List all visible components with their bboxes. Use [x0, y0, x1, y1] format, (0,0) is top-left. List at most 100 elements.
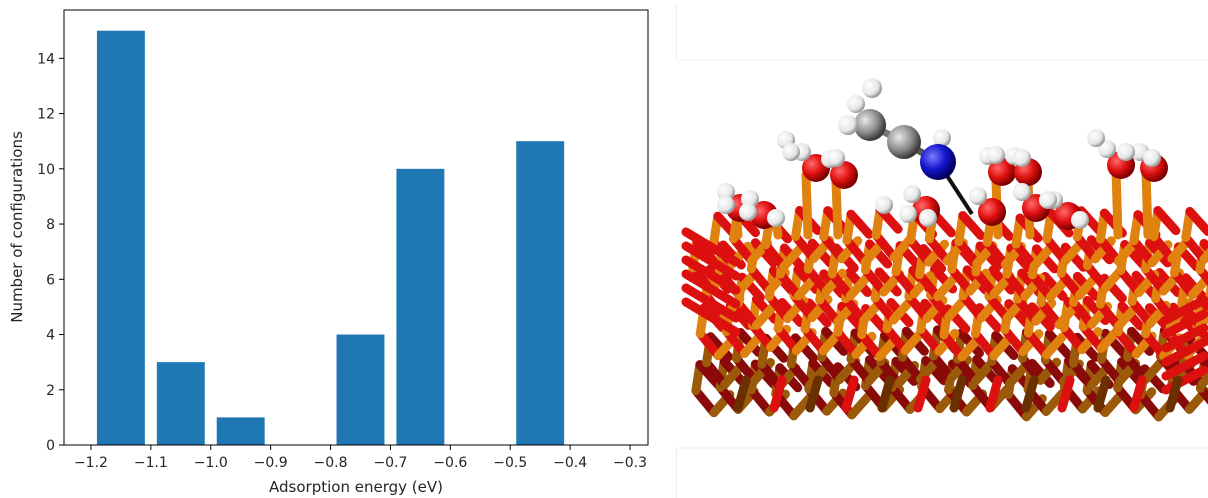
bond-stick [947, 264, 975, 296]
bar [516, 141, 565, 445]
bond-stick [721, 326, 749, 358]
bond-stick [1036, 298, 1064, 330]
bond-stick [1082, 261, 1110, 293]
hydrogen-atom [933, 129, 951, 147]
bond-stick [1136, 390, 1164, 422]
bond-stick [989, 333, 1015, 361]
bond-stick [1141, 167, 1153, 240]
nitrogen-atom [920, 144, 956, 180]
bond-stick [681, 241, 741, 281]
bond-stick [924, 234, 952, 266]
bond-stick [876, 357, 904, 389]
bond-stick [1149, 232, 1177, 264]
bar [156, 362, 205, 445]
bond-stick [773, 324, 801, 356]
bond-stick [971, 329, 999, 361]
bond-stick [929, 351, 957, 383]
bond-stick [952, 354, 980, 386]
hydrogen-atom [969, 187, 987, 205]
bond-stick [1040, 355, 1068, 387]
carbon-atom [854, 109, 886, 141]
bar [96, 30, 145, 446]
bond-stick [860, 239, 886, 267]
bond-stick [1127, 296, 1155, 328]
bond-stick [681, 269, 741, 309]
bond-stick [913, 375, 931, 413]
bond-stick [729, 234, 757, 266]
bar [336, 334, 385, 445]
bond-stick [933, 274, 959, 302]
bond-stick [833, 327, 861, 359]
bond-stick [857, 330, 885, 362]
bond-stick [1195, 383, 1208, 405]
bond-stick [985, 375, 1003, 413]
y-tick-label: 6 [46, 272, 55, 288]
hydrogen-atom [1039, 191, 1057, 209]
bond-stick [1041, 388, 1067, 416]
bond-stick [1011, 239, 1039, 271]
x-tick-label: −0.7 [373, 455, 407, 471]
bond-stick [800, 324, 828, 356]
bond-stick [786, 359, 814, 391]
bond-stick [1199, 357, 1208, 373]
bond-stick [695, 360, 723, 390]
bond-stick [791, 232, 819, 264]
bond-stick [1003, 390, 1031, 422]
y-tick-label: 2 [46, 383, 55, 399]
bond-stick [1072, 232, 1100, 264]
bond-stick [1181, 233, 1208, 265]
bond-stick [915, 356, 941, 384]
bond-stick [882, 324, 910, 356]
bond-stick [681, 297, 741, 337]
bond-stick [1095, 234, 1123, 266]
bond-stick [970, 358, 996, 386]
bond-stick [939, 330, 967, 362]
bond-stick [1165, 375, 1183, 413]
bond-stick [887, 382, 915, 414]
hydrogen-atom [875, 196, 893, 214]
bond-stick [1042, 234, 1070, 266]
bond-stick [1000, 325, 1028, 357]
bond-stick [681, 227, 741, 267]
bond-stick [789, 393, 815, 421]
bond-stick [877, 375, 895, 413]
bond-stick [1060, 238, 1086, 266]
bars [96, 30, 565, 446]
bond-stick [861, 265, 889, 297]
bond-stick [847, 392, 873, 420]
bar [396, 168, 445, 445]
bond-stick [1023, 328, 1051, 360]
bond-stick [681, 283, 741, 323]
bond-stick [1199, 238, 1208, 255]
hydrogen-atom [903, 185, 921, 203]
bond-stick [746, 264, 774, 296]
bond-stick [1141, 356, 1167, 384]
oxygen-atom [988, 158, 1016, 186]
bond-stick [958, 211, 986, 241]
y-tick-label: 12 [37, 107, 55, 123]
bond-stick [841, 375, 859, 413]
bond-stick [1018, 353, 1046, 385]
bond-stick [904, 291, 932, 323]
bond-stick [1141, 329, 1169, 361]
bond-stick [1056, 268, 1084, 300]
bond-stick [793, 273, 819, 301]
bond-stick [761, 240, 789, 272]
x-tick-label: −0.4 [553, 455, 587, 471]
y-tick-label: 4 [46, 328, 55, 344]
bond-stick [1095, 299, 1123, 331]
bond-stick [987, 356, 1015, 388]
hydrogen-atom [1117, 143, 1135, 161]
bond-stick [871, 230, 899, 262]
bond-stick [1068, 358, 1096, 390]
y-tick-label: 14 [37, 51, 55, 67]
bond-stick [764, 291, 792, 323]
hydrogen-atom [782, 143, 800, 161]
bond-stick [971, 267, 999, 299]
bond-stick [1057, 375, 1075, 413]
bond-stick [891, 267, 919, 299]
bond-stick [801, 170, 813, 240]
hydrogen-atom [1143, 149, 1161, 167]
bond-stick [842, 235, 870, 267]
hydrogen-atom [919, 209, 937, 227]
